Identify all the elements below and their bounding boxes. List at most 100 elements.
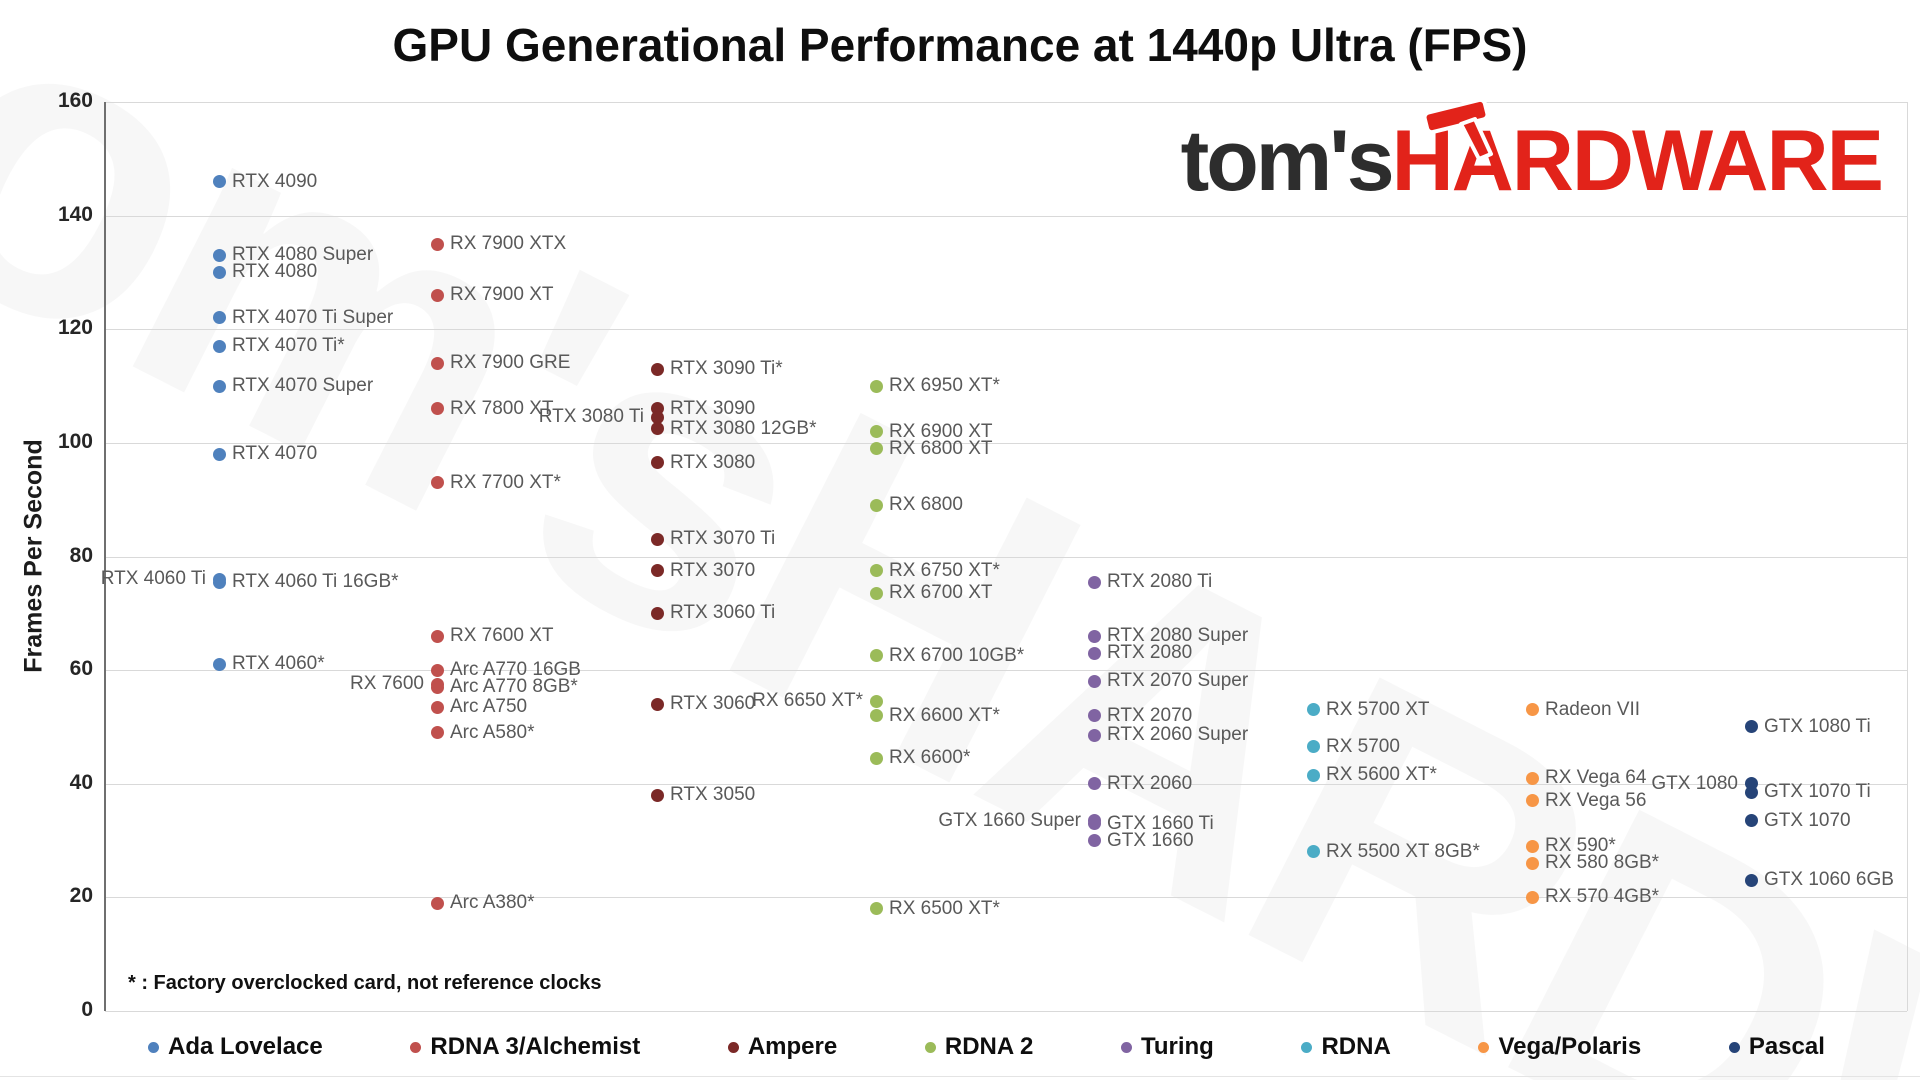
data-point-dot xyxy=(430,896,444,910)
gridline xyxy=(105,670,1907,672)
data-point-label: RX 6650 XT* xyxy=(752,690,863,712)
y-axis-line xyxy=(104,102,106,1011)
legend-item: Pascal xyxy=(1728,1033,1825,1061)
data-point-dot xyxy=(212,265,226,279)
legend-item: Ampere xyxy=(727,1033,837,1061)
data-point-label: RX 7900 XT xyxy=(450,284,554,306)
data-point-label: Arc A770 16GB xyxy=(450,659,581,681)
y-tick-label: 80 xyxy=(69,543,93,567)
y-tick-label: 40 xyxy=(69,770,93,794)
data-point-dot xyxy=(650,410,664,424)
data-point-dot xyxy=(650,697,664,711)
data-point-dot xyxy=(1744,720,1758,734)
data-point-dot xyxy=(650,362,664,376)
footnote: * : Factory overclocked card, not refere… xyxy=(128,972,602,994)
data-point-dot xyxy=(869,902,883,916)
data-point-label: RTX 4070 Ti* xyxy=(232,335,345,357)
data-point-dot xyxy=(869,425,883,438)
gridline xyxy=(105,442,1907,444)
data-point-dot xyxy=(430,700,444,714)
data-point-label: RX 5700 xyxy=(1326,735,1400,757)
logo-toms-text: tom's xyxy=(1180,113,1395,209)
data-point-label: Arc A380* xyxy=(450,892,535,914)
data-point-label: RTX 2070 Super xyxy=(1107,670,1249,692)
data-point-label: Arc A580* xyxy=(450,721,535,743)
data-point-label: RTX 3080 12GB* xyxy=(670,417,817,439)
data-point-dot xyxy=(650,606,664,620)
data-point-dot xyxy=(1744,785,1758,799)
data-point-label: RTX 4080 Super xyxy=(232,244,374,266)
data-point-label: RX 5700 XT xyxy=(1326,698,1430,720)
data-point-dot xyxy=(212,248,226,262)
data-point-label: RTX 4090 xyxy=(232,170,318,192)
data-point-dot xyxy=(869,498,883,512)
data-point-label: RX 570 4GB* xyxy=(1545,886,1660,908)
data-point-dot xyxy=(1087,817,1101,831)
gridline xyxy=(105,329,1907,331)
data-point-dot xyxy=(430,680,444,694)
data-point-dot xyxy=(869,379,883,393)
data-point-label: RTX 4060* xyxy=(232,653,325,675)
data-point-dot xyxy=(212,657,226,671)
data-point-dot xyxy=(1525,771,1539,785)
legend-item: RDNA xyxy=(1301,1033,1391,1061)
legend-item: RDNA 3/Alchemist xyxy=(410,1033,640,1061)
data-point-label: Radeon VII xyxy=(1545,698,1641,720)
data-point-dot xyxy=(430,402,444,416)
data-point-dot xyxy=(1087,777,1101,791)
data-point-label: RX 7900 GRE xyxy=(450,352,571,374)
data-point-dot xyxy=(869,694,883,708)
data-point-dot xyxy=(1087,674,1101,688)
data-point-dot xyxy=(869,649,883,663)
toms-hardware-logo: tom'sHARDWARE xyxy=(1180,97,1884,211)
data-point-dot xyxy=(1087,709,1101,723)
data-point-label: RX 6700 XT xyxy=(889,582,993,604)
data-point-label: RTX 4070 Ti Super xyxy=(232,306,394,328)
data-point-dot xyxy=(1306,845,1320,859)
data-point-label: RTX 2060 Super xyxy=(1107,724,1249,746)
data-point-dot xyxy=(430,288,444,302)
data-point-label: RX 7700 XT* xyxy=(450,471,561,493)
gridline xyxy=(105,556,1907,558)
legend-marker-icon xyxy=(1120,1041,1132,1053)
bottom-separator-line xyxy=(0,1076,1920,1077)
legend-label: Vega/Polaris xyxy=(1498,1033,1642,1060)
data-point-dot xyxy=(1525,839,1539,853)
data-point-dot xyxy=(1306,703,1320,717)
legend-label: RDNA xyxy=(1321,1033,1391,1060)
plot-right-border xyxy=(1907,102,1908,1011)
data-point-dot xyxy=(650,422,664,436)
data-point-dot xyxy=(1525,856,1539,870)
data-point-dot xyxy=(212,339,226,353)
data-point-label: Arc A770 8GB* xyxy=(450,676,578,698)
data-point-label: RTX 4080 xyxy=(232,261,318,283)
data-point-dot xyxy=(650,564,664,578)
legend-item: RDNA 2 xyxy=(924,1033,1033,1061)
data-point-dot xyxy=(1525,794,1539,808)
data-point-label: RX 6600* xyxy=(889,747,971,769)
data-point-label: GTX 1070 xyxy=(1764,809,1851,831)
data-point-label: GTX 1660 Ti xyxy=(1107,812,1214,834)
legend-marker-icon xyxy=(1728,1041,1740,1053)
legend-marker-icon xyxy=(924,1041,936,1053)
data-point-label: RX 6750 XT* xyxy=(889,559,1000,581)
data-point-dot xyxy=(212,575,226,589)
y-tick-label: 120 xyxy=(57,316,93,340)
data-point-label: RTX 3070 Ti xyxy=(670,528,776,550)
legend-marker-icon xyxy=(148,1041,159,1053)
data-point-label: RTX 3070 xyxy=(670,559,756,581)
data-point-label: RTX 2060 xyxy=(1107,772,1193,794)
data-point-dot xyxy=(430,237,444,251)
legend-marker-icon xyxy=(1301,1041,1313,1053)
data-point-label: RX 7800 XT xyxy=(450,397,554,419)
data-point-dot xyxy=(650,788,664,802)
data-point-label: RX 6600 XT* xyxy=(889,704,1000,726)
data-point-label: RTX 4070 xyxy=(232,443,318,465)
y-tick-label: 20 xyxy=(69,884,93,908)
data-point-label: RTX 2080 Ti xyxy=(1107,571,1213,593)
data-point-label: RTX 3060 xyxy=(670,693,756,715)
data-point-dot xyxy=(430,356,444,370)
gridline xyxy=(105,102,1907,103)
gridline xyxy=(105,783,1907,785)
